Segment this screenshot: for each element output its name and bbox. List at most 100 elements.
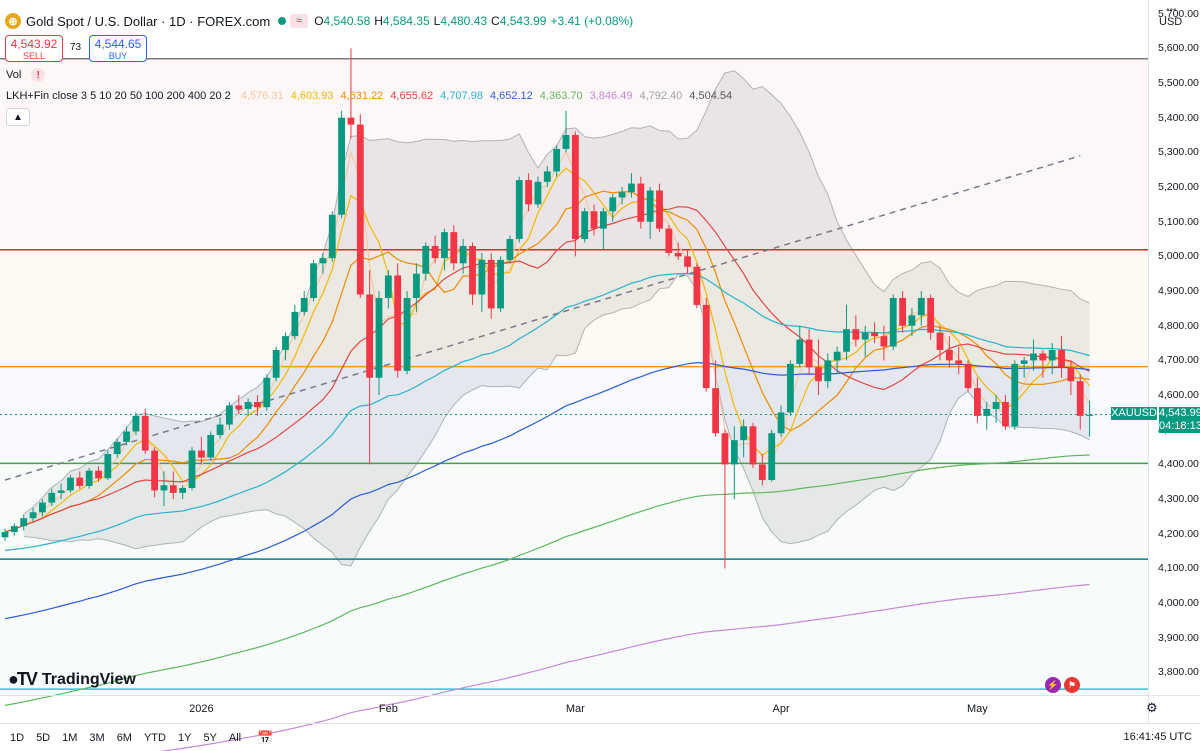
candle [543,166,551,188]
candle-body [796,339,804,364]
candle [1,528,9,541]
candle [880,325,888,361]
candle [684,249,691,274]
candle [525,173,532,212]
candle-body [515,180,523,240]
candle-body [974,388,981,416]
candle [1048,343,1056,375]
more-options-icon[interactable]: ••• [1166,5,1177,16]
candle-body [197,450,205,458]
candle-body [272,350,280,378]
currency-label[interactable]: USD [1159,16,1183,28]
candle [609,193,617,222]
candle-body [497,259,504,309]
indicator-value: 3,846.49 [589,90,633,102]
candle [10,523,18,536]
lightning-icon[interactable]: ⚡ [1045,677,1061,693]
timeframe-button-3m[interactable]: 3M [89,731,105,744]
price-tick-label: 4,100.00 [1158,562,1199,575]
candle [702,297,710,392]
candle-body [1058,350,1065,368]
candle [216,417,224,439]
approx-icon[interactable]: ≈ [290,14,309,28]
candle-body [179,488,187,493]
volume-indicator-legend[interactable]: Vol ! [6,68,46,82]
indicator-value: 4,792.40 [639,90,683,102]
candle-body [553,148,561,172]
collapse-legend-button[interactable]: ▲ [6,108,30,126]
symbol-title[interactable]: Gold Spot / U.S. Dollar · 1D · FOREX.com [26,13,271,29]
candle [945,336,953,368]
indicator-value: 4,707.98 [440,90,483,102]
indicator-value: 4,655.62 [390,90,434,102]
gear-icon[interactable]: ⚙ [1146,700,1158,715]
price-zone [0,559,1148,689]
candle [964,360,972,392]
candle-body [871,332,878,337]
candle [927,294,935,340]
candle-body [403,297,411,371]
candle-body [469,245,476,295]
candle-body [1048,350,1056,361]
indicator-legend[interactable]: LKH+Fin close 3 5 10 20 50 100 200 400 2… [6,90,739,102]
time-tick-label: 2026 [189,703,214,715]
candle-body [48,492,56,503]
time-tick-label: Mar [565,703,585,715]
candle-body [244,402,252,409]
us-flag-icon[interactable]: ⚑ [1064,677,1080,693]
moving-averages-layer [4,150,1091,751]
candle [506,235,514,264]
candle-body [852,329,860,340]
calendar-icon[interactable]: 📅 [257,729,274,745]
candle-body [712,388,719,434]
candle-body [758,464,766,481]
candle-body [1086,414,1093,416]
ohlc-open: O4,540.58 [314,14,371,28]
candle [160,471,168,507]
timeframe-button-1d[interactable]: 1D [10,731,25,744]
price-tick-label: 4,600.00 [1158,389,1199,402]
candle-body [1002,402,1009,427]
candle [431,235,439,264]
candle [871,322,878,344]
sell-button[interactable]: 4,543.92 SELL [5,35,63,62]
timeframe-button-all[interactable]: All [228,731,242,744]
candle-body [188,450,196,488]
warning-icon[interactable]: ! [31,68,46,82]
candle [618,187,626,205]
timeframe-button-5d[interactable]: 5D [36,731,51,744]
candle-body [684,256,691,267]
candle-body [57,490,65,493]
candle-body [543,171,551,182]
buy-button[interactable]: 4,544.65 BUY [89,35,147,62]
price-tick-label: 5,100.00 [1158,215,1199,228]
timeframe-button-5y[interactable]: 5Y [203,731,217,744]
candle-body [562,135,570,149]
candle [478,252,486,312]
candle-body [487,259,495,309]
candle-body [581,211,589,240]
candle-body [254,402,261,408]
candle [29,507,37,522]
indicator-value: 4,504.54 [689,90,733,102]
candle [459,239,467,274]
candle [852,315,860,347]
candle [123,426,130,446]
candle-body [917,297,925,316]
candle-body [1039,353,1047,361]
timeframe-button-1m[interactable]: 1M [62,731,78,744]
candle [908,308,916,337]
candle [843,304,850,361]
timeframe-button-6m[interactable]: 6M [116,731,132,744]
clock-readout[interactable]: 16:41:45 UTC [1123,731,1192,743]
ohlc-low: L4,480.43 [433,14,488,28]
candle-body [85,470,93,486]
timeframe-button-ytd[interactable]: YTD [143,731,166,744]
gold-symbol-icon[interactable]: ⊕ [5,13,21,29]
candle-body [740,426,748,441]
tradingview-logo[interactable]: ●TV TradingView [8,669,136,690]
candle-body [525,180,532,205]
timeframe-button-1y[interactable]: 1Y [177,731,192,744]
candle [244,398,252,416]
